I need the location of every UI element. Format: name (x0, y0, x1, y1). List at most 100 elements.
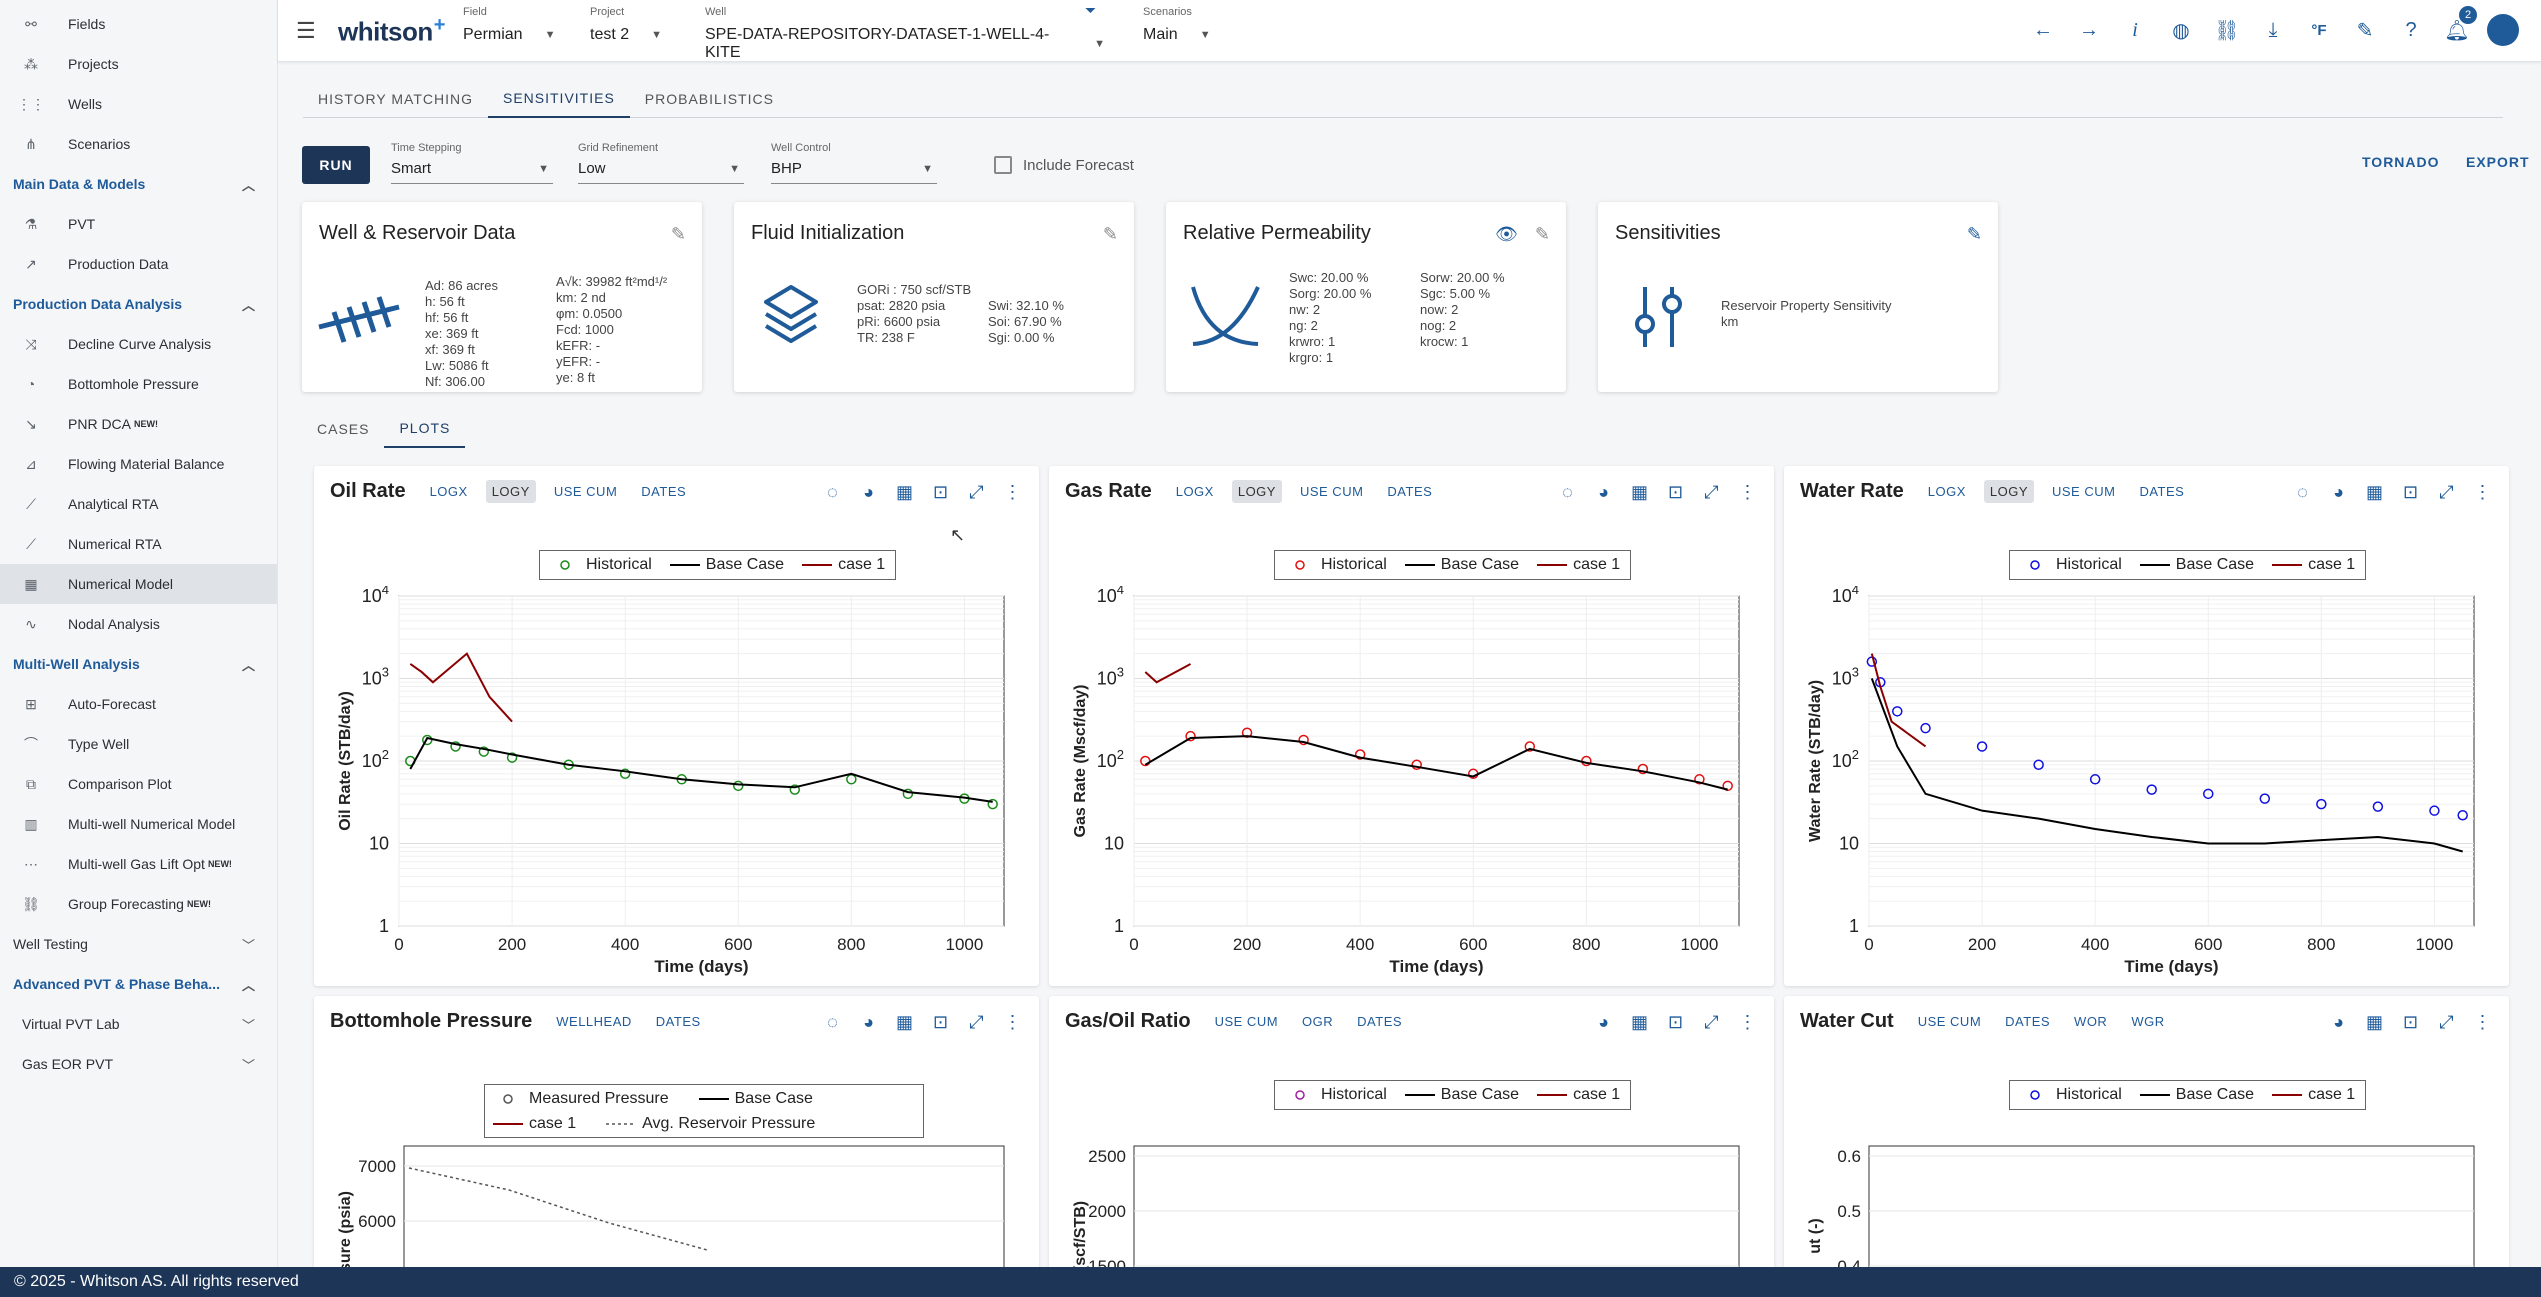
sidebar-item-dca[interactable]: ⤨ Decline Curve Analysis (0, 324, 277, 364)
plot-option-dates[interactable]: DATES (641, 484, 687, 499)
focus-icon[interactable]: ⊡ (932, 482, 949, 502)
plot-option-wor[interactable]: WOR (2074, 1014, 2108, 1029)
focus-icon[interactable]: ⊡ (1667, 1012, 1684, 1032)
plot-option-logx[interactable]: LOGX (429, 484, 468, 499)
export-button[interactable]: EXPORT (2466, 154, 2530, 170)
time-stepping-select[interactable]: Time Stepping Smart ▼ (391, 142, 553, 184)
table-icon[interactable]: ▦ (1630, 1012, 1648, 1032)
plot-option-use-cum[interactable]: USE CUM (1214, 1014, 1279, 1029)
edit-icon[interactable]: ✎ (1534, 224, 1550, 244)
table-icon[interactable]: ▦ (2365, 1012, 2383, 1032)
legend-item[interactable]: Base Case (1404, 1086, 1519, 1104)
plot-option-logy[interactable]: LOGY (1231, 480, 1282, 503)
more-vert-icon[interactable]: ⋮ (1738, 1012, 1757, 1032)
plot-chart[interactable]: 1 10 102 103 104 0 200 400 600 800 1000 Time (days)… (314, 586, 1039, 986)
select-icon[interactable]: ◌ (2297, 482, 2308, 502)
legend-item[interactable]: Avg. Reservoir Pressure (606, 1115, 815, 1133)
fullscreen-icon[interactable]: ⤢ (969, 482, 984, 502)
fullscreen-icon[interactable]: ⤢ (1704, 482, 1719, 502)
field-select[interactable]: Field Permian ▼ (463, 6, 558, 44)
more-vert-icon[interactable]: ⋮ (2473, 1012, 2492, 1032)
sidebar-item-multiwell-model[interactable]: ▥ Multi-well Numerical Model (0, 804, 277, 844)
palette-icon[interactable]: ◕ (2333, 1012, 2344, 1032)
table-icon[interactable]: ▦ (895, 482, 913, 502)
sidebar-item-projects[interactable]: ⁂ Projects (0, 44, 277, 84)
sidebar-item-production-data[interactable]: ↗ Production Data (0, 244, 277, 284)
tab-history-matching[interactable]: HISTORY MATCHING (318, 91, 473, 107)
sidebar-item-wells[interactable]: ⋮⋮ Wells (0, 84, 277, 124)
plot-option-dates[interactable]: DATES (2139, 484, 2185, 499)
palette-icon[interactable]: ◕ (1598, 482, 1609, 502)
plot-chart[interactable]: 1 10 102 103 104 0 200 400 600 800 1000 Time (days)… (1049, 586, 1774, 986)
legend-item[interactable]: Base Case (1404, 556, 1519, 574)
legend-item[interactable]: Base Case (669, 556, 784, 574)
select-icon[interactable]: ◌ (827, 482, 838, 502)
section-production-analysis[interactable]: Production Data Analysis ︿ (0, 284, 277, 324)
focus-icon[interactable]: ⊡ (932, 1012, 949, 1032)
plot-option-dates[interactable]: DATES (2005, 1014, 2051, 1029)
sidebar-item-fields[interactable]: ⚯ Fields (0, 4, 277, 44)
tab-plots[interactable]: PLOTS (384, 410, 466, 448)
sidebar-item-group-forecasting[interactable]: ⛓ Group Forecasting NEW! (0, 884, 277, 924)
plot-option-logx[interactable]: LOGX (1175, 484, 1214, 499)
plot-option-wellhead[interactable]: WELLHEAD (556, 1014, 632, 1029)
focus-icon[interactable]: ⊡ (2402, 1012, 2419, 1032)
legend-item[interactable]: Historical (1285, 556, 1387, 574)
legend-item[interactable]: Base Case (698, 1090, 813, 1108)
hamburger-menu-icon[interactable]: ☰ (296, 17, 316, 43)
eye-icon[interactable]: 👁︎ (1495, 224, 1518, 244)
arrow-left-icon[interactable]: ← (2033, 18, 2053, 41)
fullscreen-icon[interactable]: ⤢ (2439, 1012, 2454, 1032)
fullscreen-icon[interactable]: ⤢ (2439, 482, 2454, 502)
section-well-testing[interactable]: Well Testing ﹀ (0, 924, 277, 964)
table-icon[interactable]: ▦ (1630, 482, 1648, 502)
palette-icon[interactable]: ◕ (863, 1012, 874, 1032)
plot-option-dates[interactable]: DATES (1357, 1014, 1403, 1029)
section-advanced-pvt[interactable]: Advanced PVT & Phase Beha... ︿ (0, 964, 277, 1004)
more-vert-icon[interactable]: ⋮ (1003, 482, 1022, 502)
bell-icon[interactable]: 🔔︎ 2 (2441, 6, 2477, 46)
sidebar-item-numerical-rta[interactable]: ⟋ Numerical RTA (0, 524, 277, 564)
sidebar-item-numerical-model[interactable]: ▦ Numerical Model (0, 564, 277, 604)
sidebar-item-gas-lift[interactable]: ⋯ Multi-well Gas Lift Opt NEW! (0, 844, 277, 884)
palette-icon[interactable]: ◕ (1598, 1012, 1609, 1032)
more-vert-icon[interactable]: ⋮ (2473, 482, 2492, 502)
globe-icon[interactable]: ◍ (2172, 19, 2190, 42)
focus-icon[interactable]: ⊡ (1667, 482, 1684, 502)
plot-chart[interactable]: 1 10 102 103 104 0 200 400 600 800 1000 Time (days)… (1784, 586, 2509, 986)
sidebar-item-comparison-plot[interactable]: ⧉ Comparison Plot (0, 764, 277, 804)
well-control-select[interactable]: Well Control BHP ▼ (771, 142, 937, 184)
edit-icon[interactable]: ✎ (670, 224, 686, 244)
units-icon[interactable]: °F (2311, 21, 2327, 39)
sidebar-item-gas-eor[interactable]: Gas EOR PVT ﹀ (0, 1044, 277, 1084)
plot-option-use-cum[interactable]: USE CUM (1299, 484, 1364, 499)
legend-item[interactable]: Historical (550, 556, 652, 574)
tab-probabilistics[interactable]: PROBABILISTICS (644, 91, 774, 107)
plot-option-logy[interactable]: LOGY (1983, 480, 2034, 503)
sidebar-item-nodal[interactable]: ∿ Nodal Analysis (0, 604, 277, 644)
tab-cases[interactable]: CASES (317, 421, 370, 437)
legend-item[interactable]: case 1 (802, 556, 885, 574)
edit-icon[interactable]: ✎ (1102, 224, 1118, 244)
sidebar-item-auto-forecast[interactable]: ⊞ Auto-Forecast (0, 684, 277, 724)
select-icon[interactable]: ◌ (827, 1012, 838, 1032)
table-icon[interactable]: ▦ (895, 1012, 913, 1032)
fullscreen-icon[interactable]: ⤢ (969, 1012, 984, 1032)
help-icon[interactable]: ? (2405, 18, 2417, 41)
sidebar-item-virtual-pvt[interactable]: Virtual PVT Lab ﹀ (0, 1004, 277, 1044)
link-icon[interactable]: ⛓ (2214, 19, 2240, 42)
section-multi-well[interactable]: Multi-Well Analysis ︿ (0, 644, 277, 684)
scenarios-select[interactable]: Scenarios Main ▼ (1143, 6, 1243, 44)
plot-option-use-cum[interactable]: USE CUM (2051, 484, 2116, 499)
legend-item[interactable]: case 1 (1537, 1086, 1620, 1104)
more-vert-icon[interactable]: ⋮ (1003, 1012, 1022, 1032)
plot-option-logy[interactable]: LOGY (485, 480, 536, 503)
plot-option-logx[interactable]: LOGX (1927, 484, 1966, 499)
info-icon[interactable]: i (2132, 18, 2138, 41)
legend-item[interactable]: Historical (2020, 556, 2122, 574)
section-main-data[interactable]: Main Data & Models ︿ (0, 164, 277, 204)
sidebar-item-scenarios[interactable]: ⋔ Scenarios (0, 124, 277, 164)
legend-item[interactable]: Historical (2020, 1086, 2122, 1104)
download-icon[interactable]: ⤓ (2268, 18, 2278, 41)
plot-option-wgr[interactable]: WGR (2131, 1014, 2165, 1029)
